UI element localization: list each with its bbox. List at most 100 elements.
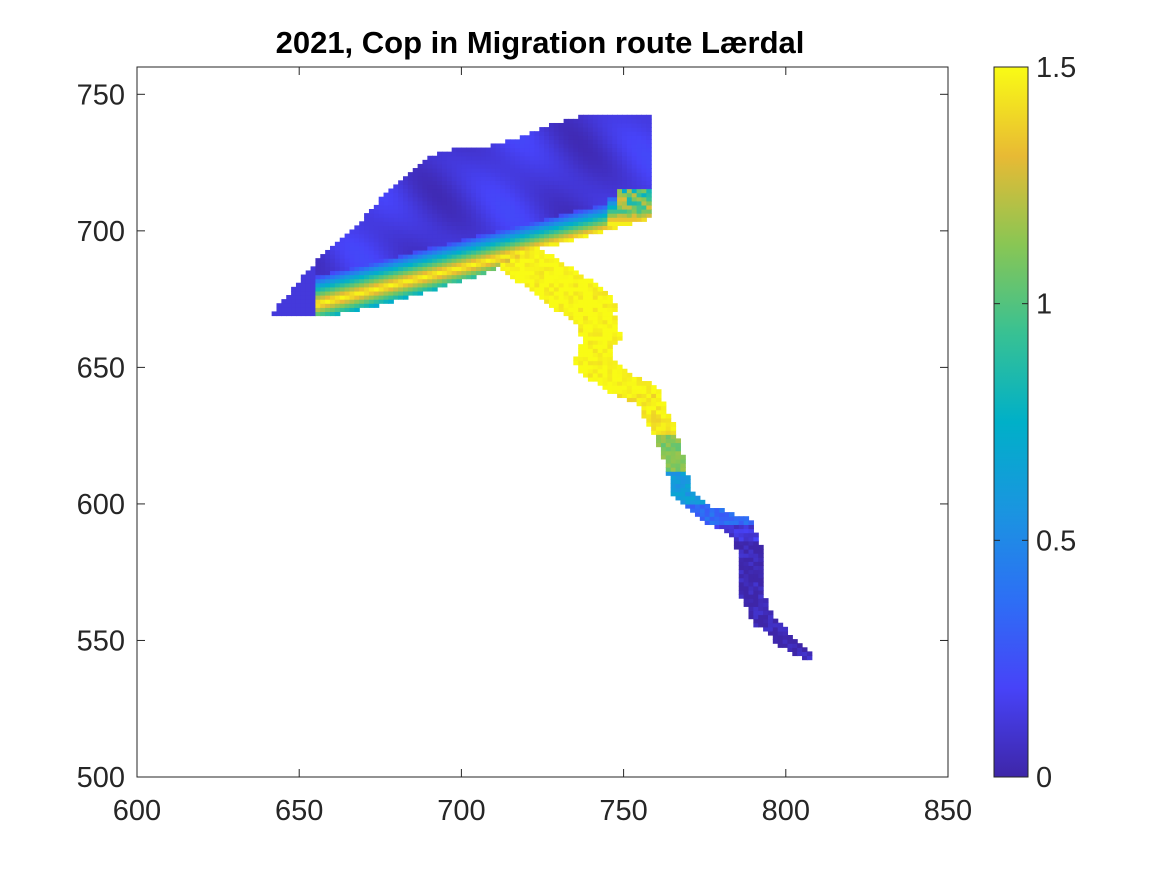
heatmap-cell [675, 438, 681, 444]
heatmap-cell [729, 528, 735, 534]
heatmap-cell [417, 176, 424, 181]
heatmap-cell [480, 221, 487, 226]
heatmap-cell [359, 249, 365, 255]
heatmap-cell [441, 282, 448, 288]
heatmap-cell [383, 229, 390, 235]
heatmap-cell [476, 254, 482, 259]
heatmap-cell [422, 204, 428, 210]
heatmap-cell [466, 196, 472, 202]
heatmap-cell [505, 213, 511, 218]
heatmap-cell [422, 241, 428, 247]
heatmap-cell [476, 245, 482, 251]
heatmap-cell [441, 176, 448, 181]
colorbar-tick-label: 1.5 [1036, 52, 1076, 84]
heatmap-cell [427, 274, 433, 280]
heatmap-cell [451, 245, 458, 251]
heatmap-cell [398, 217, 404, 222]
heatmap-cell [441, 274, 448, 280]
heatmap-cell [743, 561, 750, 566]
heatmap-cell [631, 163, 638, 169]
heatmap-cell [480, 172, 487, 177]
heatmap-cell [597, 372, 604, 378]
heatmap-cell [617, 376, 623, 382]
heatmap-cell [680, 491, 686, 497]
heatmap-cell [500, 192, 506, 198]
heatmap-cell [524, 147, 531, 153]
heatmap-cell [583, 307, 589, 313]
heatmap-cell [621, 180, 628, 186]
heatmap-cell [758, 557, 764, 562]
heatmap-cell [519, 192, 526, 198]
heatmap-cell [656, 442, 662, 448]
heatmap-cell [587, 147, 594, 153]
heatmap-cell [388, 278, 394, 284]
heatmap-cell [437, 163, 443, 169]
heatmap-cell [704, 508, 711, 513]
heatmap-cell [476, 249, 482, 255]
heatmap-cell [748, 606, 754, 612]
heatmap-cell [456, 176, 462, 181]
heatmap-cell [422, 225, 428, 231]
heatmap-cell [660, 401, 667, 407]
heatmap-cell [782, 635, 789, 640]
heatmap-cell [505, 245, 511, 251]
heatmap-cell [334, 254, 341, 259]
heatmap-cell [670, 438, 677, 444]
heatmap-cell [383, 295, 390, 300]
heatmap-cell [607, 319, 613, 325]
heatmap-cell [441, 229, 448, 235]
heatmap-cell [368, 229, 375, 235]
heatmap-cell [388, 221, 394, 226]
heatmap-cell [592, 151, 599, 157]
heatmap-cell [583, 360, 589, 366]
heatmap-cell [505, 225, 511, 231]
heatmap-cell [432, 200, 438, 206]
heatmap-cell [461, 196, 467, 202]
heatmap-cell [626, 168, 633, 173]
heatmap-cell [320, 254, 326, 259]
heatmap-cell [753, 557, 759, 562]
heatmap-cell [339, 245, 346, 251]
heatmap-cell [437, 188, 443, 194]
heatmap-cell [446, 221, 453, 226]
heatmap-cell [563, 180, 570, 186]
heatmap-cell [519, 221, 526, 226]
heatmap-cell [568, 200, 574, 206]
heatmap-cell [617, 135, 623, 140]
heatmap-cell [393, 262, 399, 267]
heatmap-cell [359, 245, 365, 251]
heatmap-cell [427, 233, 433, 239]
heatmap-cell [738, 544, 745, 550]
heatmap-cell [738, 577, 745, 583]
heatmap-cell [364, 249, 370, 255]
heatmap-cell [621, 385, 628, 390]
heatmap-cell [573, 356, 579, 362]
heatmap-cell [553, 262, 560, 267]
heatmap-cell [432, 286, 438, 292]
heatmap-cell [553, 299, 560, 304]
heatmap-cell [553, 155, 560, 161]
colorbar-tick-label: 1 [1036, 289, 1052, 321]
heatmap-cell [529, 135, 535, 140]
heatmap-cell [578, 295, 584, 300]
heatmap-cell [451, 151, 458, 157]
heatmap-cell [432, 254, 438, 259]
heatmap-cell [446, 200, 453, 206]
heatmap-cell [461, 270, 467, 276]
heatmap-cell [597, 176, 604, 181]
heatmap-cell [339, 254, 346, 259]
heatmap-cell [480, 192, 487, 198]
heatmap-cell [456, 180, 462, 186]
heatmap-cell [373, 213, 380, 218]
heatmap-cell [573, 168, 579, 173]
heatmap-cell [587, 172, 594, 177]
heatmap-cell [617, 122, 623, 128]
heatmap-cell [383, 278, 390, 284]
heatmap-cell [524, 139, 531, 145]
heatmap-cell [476, 221, 482, 226]
heatmap-cell [787, 643, 793, 648]
heatmap-cell [631, 151, 638, 157]
heatmap-cell [529, 254, 535, 259]
heatmap-cell [505, 237, 511, 243]
heatmap-cell [612, 225, 618, 231]
